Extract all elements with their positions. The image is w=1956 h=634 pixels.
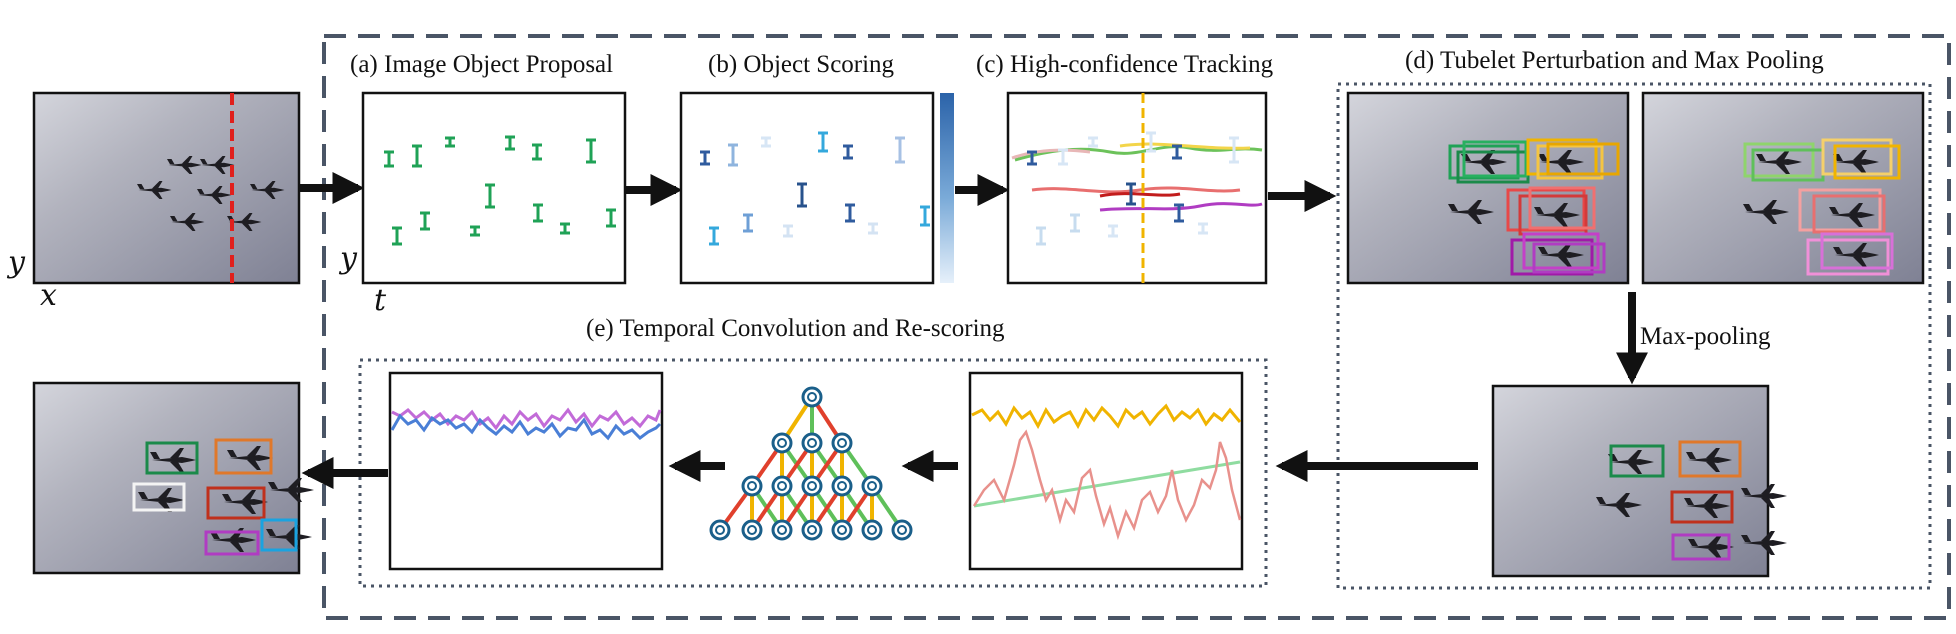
panel-a-proposals <box>361 91 627 285</box>
axis-x-input: x <box>40 278 57 313</box>
panel-d-frame-right <box>1641 91 1925 285</box>
input-video-frame <box>32 91 301 285</box>
panel-a-title: (a) Image Object Proposal <box>350 51 613 78</box>
panel-e-title: (e) Temporal Convolution and Re-scoring <box>586 315 1005 342</box>
panel-e-rescored-signals <box>388 371 664 571</box>
output-detection-frame <box>32 381 314 575</box>
maxpool-label: Max-pooling <box>1640 323 1771 350</box>
panel-b-title: (b) Object Scoring <box>708 51 895 78</box>
panel-b-scoring <box>679 91 935 285</box>
panel-d-frame-left <box>1346 91 1630 285</box>
axis-y-panel-a: y <box>338 241 358 276</box>
axis-t-panel-a: t <box>374 283 387 318</box>
panel-e-raw-signals <box>968 371 1244 571</box>
score-colorbar <box>940 93 954 283</box>
panel-c-tracking <box>1006 91 1268 285</box>
temporal-conv-network <box>709 386 913 541</box>
panel-c-title: (c) High-confidence Tracking <box>976 51 1274 78</box>
panel-e-dotted-frame <box>358 358 1268 588</box>
panel-d-title: (d) Tubelet Perturbation and Max Pooling <box>1405 47 1824 74</box>
axis-y-input: y <box>6 245 26 280</box>
panel-d-pooled-frame <box>1491 384 1787 578</box>
outer-dashed-frame <box>322 34 1951 620</box>
panel-d-dotted-frame <box>1336 82 1932 590</box>
